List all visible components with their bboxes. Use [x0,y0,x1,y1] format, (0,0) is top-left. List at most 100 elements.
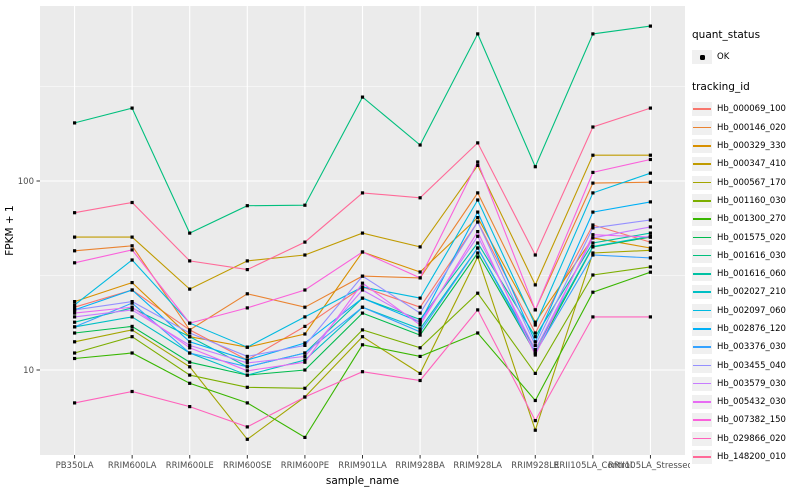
legend-item-Hb_003455_040: Hb_003455_040 [692,356,800,374]
data-point [418,245,422,249]
data-point [130,258,134,262]
legend-key-box [692,139,712,154]
legend-key-box [692,413,712,428]
legend-item-Hb_000347_410: Hb_000347_410 [692,155,800,173]
legend-key-box [692,230,712,245]
legend-item-Hb_000567_170: Hb_000567_170 [692,173,800,191]
data-point [648,200,652,204]
data-point [533,351,537,355]
data-point [73,261,77,265]
data-point [648,315,652,319]
data-point [303,395,307,399]
data-point [533,419,537,423]
legend-key-box [692,395,712,410]
data-point [130,300,134,304]
data-point [245,361,249,365]
data-point [303,354,307,358]
legend-item-label: Hb_003376_030 [717,342,786,353]
legend-item-label: Hb_001160_030 [717,195,786,206]
legend-item-Hb_000329_330: Hb_000329_330 [692,137,800,155]
data-point [533,398,537,403]
series-color-line-icon [693,236,711,239]
data-point [591,125,595,129]
data-point [360,231,365,235]
data-point [476,308,480,312]
data-point [533,335,537,339]
legend-item-Hb_000146_020: Hb_000146_020 [692,119,800,137]
data-point [245,204,249,208]
data-point [476,255,480,259]
data-point [360,274,365,278]
series-color-line-icon [693,254,711,257]
data-point [130,328,134,332]
data-point [188,328,192,332]
data-point [533,343,537,347]
data-point [188,343,192,347]
data-point [188,346,192,350]
data-point [648,248,652,252]
legend-item-Hb_001300_270: Hb_001300_270 [692,210,800,228]
data-point [73,315,77,319]
legend-item-label: Hb_029866_020 [717,433,786,444]
data-point [476,216,480,220]
data-point [476,230,480,234]
legend-item-label: Hb_001616_030 [717,250,786,261]
series-color-line-icon [693,346,711,348]
legend-item-Hb_003376_030: Hb_003376_030 [692,338,800,356]
data-point [73,300,77,304]
data-point [648,106,652,110]
data-point [533,428,537,432]
data-point [533,320,537,324]
data-point [188,321,192,325]
legend-item-Hb_001575_020: Hb_001575_020 [692,228,800,246]
data-point [648,256,652,260]
x-tick-label: RRIM901LA [338,461,387,471]
data-point [591,244,595,249]
legend-item-Hb_003579_030: Hb_003579_030 [692,375,800,393]
data-point [360,311,365,315]
data-point [188,405,192,409]
data-point [648,157,652,162]
data-point [591,153,595,157]
series-color-line-icon [693,401,711,403]
legend-item-Hb_029866_020: Hb_029866_020 [692,430,800,448]
data-point [476,251,480,255]
data-point [591,315,595,319]
x-tick-label: RRIM928LE [511,461,559,471]
data-point [245,385,249,389]
data-point [591,253,595,257]
data-point [476,246,480,250]
data-point [360,285,365,289]
data-point [130,235,134,239]
legend-item-label: Hb_002027_210 [717,287,786,298]
data-point [245,306,249,310]
data-point [591,290,595,294]
data-point [360,288,365,292]
legend-item-label: Hb_001616_060 [717,269,786,280]
legend-item-label: OK [717,52,730,63]
y-tick-label: 10 [23,366,34,376]
legend-item-label: Hb_002876_120 [717,324,786,334]
series-color-line-icon [693,126,711,129]
data-point [360,370,365,374]
data-point [303,435,307,439]
data-point [245,369,249,373]
legend-item-label: Hb_000567_170 [717,177,786,188]
data-point [303,332,307,336]
data-point [591,273,595,277]
data-point [130,244,134,248]
data-point [591,32,595,36]
legend-item-ok: OK [692,48,800,66]
data-point [188,381,192,385]
data-point [130,200,134,205]
data-point [73,308,77,312]
data-point [73,356,77,361]
data-point [418,346,422,350]
series-color-line-icon [693,108,711,111]
data-point [73,235,77,239]
data-point [303,343,307,347]
data-point [303,305,307,309]
legend-item-label: Hb_001575_020 [717,232,786,243]
series-color-line-icon [693,382,711,385]
